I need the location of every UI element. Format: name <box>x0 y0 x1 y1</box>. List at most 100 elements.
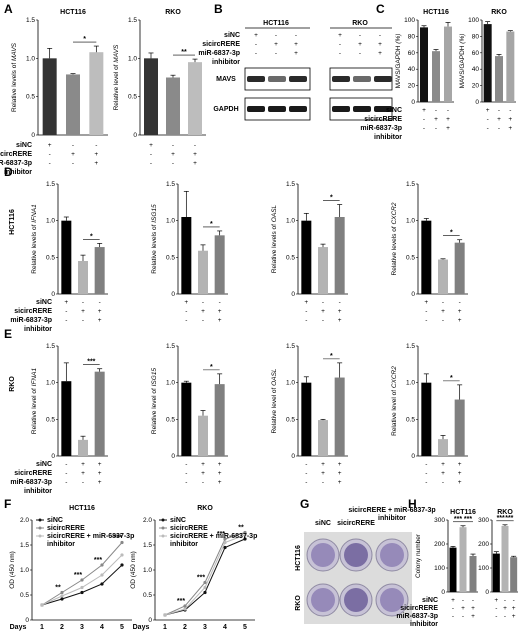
y-tick-label: 20 <box>472 83 480 90</box>
y-tick-label: 0.5 <box>128 94 137 101</box>
row-sign: - <box>425 317 427 324</box>
series-point <box>120 553 124 557</box>
row-sign: + <box>358 41 362 48</box>
chart-title: RKO <box>497 509 513 516</box>
plate-col-label: sicircRERE + miR-6837-3p <box>348 507 435 514</box>
ylabel-gene: MAVS <box>113 44 120 63</box>
row-sign: + <box>321 461 325 468</box>
x-tick-label: 4 <box>223 624 227 631</box>
colony-stain <box>344 543 368 567</box>
y-tick-label: 1.0 <box>143 567 152 574</box>
legend-label: sicircRERE + miR-6837-3p <box>170 533 257 540</box>
row-sign: - <box>305 308 307 315</box>
panel-label-c: C <box>376 2 385 16</box>
y-tick-label: 1.5 <box>46 181 55 188</box>
y-tick-label: 1.0 <box>406 218 415 225</box>
row-label: sicircRERE <box>202 41 240 48</box>
ylabel-text: MAVS/GAPDH <box>459 44 466 89</box>
row-label: inhibitor <box>4 169 32 176</box>
series-point <box>203 580 207 585</box>
blot-band <box>247 106 265 112</box>
blot-band <box>289 106 307 112</box>
colony-stain <box>311 543 335 567</box>
row-sign: + <box>458 308 462 315</box>
y-axis-label: Relative level of CXCR2 <box>391 366 398 436</box>
sig-label: *** <box>497 515 505 522</box>
y-tick-label: 40 <box>472 66 480 73</box>
row-sign: + <box>294 50 298 57</box>
y-tick-label: 40 <box>408 66 416 73</box>
blot-band <box>353 76 371 82</box>
y-tick-label: 0.5 <box>406 254 415 261</box>
row-sign: - <box>150 160 152 167</box>
row-sign: + <box>274 41 278 48</box>
chart-title: RKO <box>491 9 507 16</box>
row-label: miR-6837-3p <box>198 50 240 57</box>
y-tick-label: 60 <box>472 50 480 57</box>
ylabel-gene: CXCR2 <box>391 366 398 388</box>
row-sign: + <box>378 50 382 57</box>
row-sign: - <box>202 479 204 486</box>
bar <box>432 51 440 102</box>
row-sign: - <box>255 41 257 48</box>
row-sign: + <box>458 317 462 324</box>
row-sign: - <box>305 470 307 477</box>
y-tick-label: 0.5 <box>46 254 55 261</box>
row-sign: - <box>447 107 449 114</box>
series-point <box>203 585 207 590</box>
row-sign: + <box>458 470 462 477</box>
series-point <box>243 537 247 541</box>
series-point <box>223 545 227 550</box>
row-sign: + <box>508 125 512 132</box>
row-label: siNC <box>422 597 438 604</box>
row-sign: - <box>150 151 152 158</box>
row-sign: - <box>95 142 97 149</box>
y-tick-label: 0.5 <box>166 416 175 423</box>
bar <box>94 371 105 456</box>
bar <box>459 527 467 592</box>
row-sign: - <box>425 308 427 315</box>
x-tick-label: 5 <box>243 624 247 631</box>
row-sign: - <box>194 142 196 149</box>
row-sign: + <box>94 151 98 158</box>
row-sign: - <box>65 308 67 315</box>
plate-col-label: sicircRERE <box>337 520 375 527</box>
y-tick-label: 0 <box>411 291 415 298</box>
series-point <box>243 533 247 537</box>
y-axis-label: Relative level of OASL <box>271 368 278 433</box>
row-label: sicircRERE <box>14 308 52 315</box>
y-tick-label: 0.5 <box>286 416 295 423</box>
row-label: miR-6837-3p <box>360 125 402 132</box>
row-sign: + <box>338 32 342 39</box>
legend-marker <box>38 526 42 530</box>
plate-row-label: HCT116 <box>295 545 302 571</box>
ylabel-gene: MAVS <box>11 42 18 61</box>
plate-col-label: inhibitor <box>378 515 406 522</box>
row-label: siNC <box>36 461 52 468</box>
y-tick-label: 1.5 <box>406 343 415 350</box>
y-tick-label: 0 <box>133 132 137 139</box>
x-tick-label: 4 <box>100 624 104 631</box>
ylabel-text: Relative level of <box>391 388 398 436</box>
row-sign: - <box>423 116 425 123</box>
sig-label: *** <box>217 531 225 538</box>
bar <box>506 31 515 103</box>
row-sign: - <box>498 125 500 132</box>
y-tick-label: 1.5 <box>286 343 295 350</box>
row-label: sicircRERE <box>14 470 52 477</box>
row-sign: - <box>202 317 204 324</box>
ylabel-text: Relative levels of <box>31 223 38 274</box>
legend-label: sicircRERE <box>47 525 85 532</box>
bar <box>469 556 477 592</box>
row-sign: + <box>458 461 462 468</box>
row-sign: + <box>201 308 205 315</box>
bar <box>61 381 72 456</box>
series-point <box>60 597 64 601</box>
series-point <box>120 563 124 567</box>
chart-title: HCT116 <box>423 9 449 16</box>
series-point <box>120 540 124 545</box>
blot-name: GAPDH <box>213 106 238 113</box>
row-sign: - <box>504 613 506 620</box>
series-point <box>60 594 64 598</box>
row-sign: - <box>462 613 464 620</box>
